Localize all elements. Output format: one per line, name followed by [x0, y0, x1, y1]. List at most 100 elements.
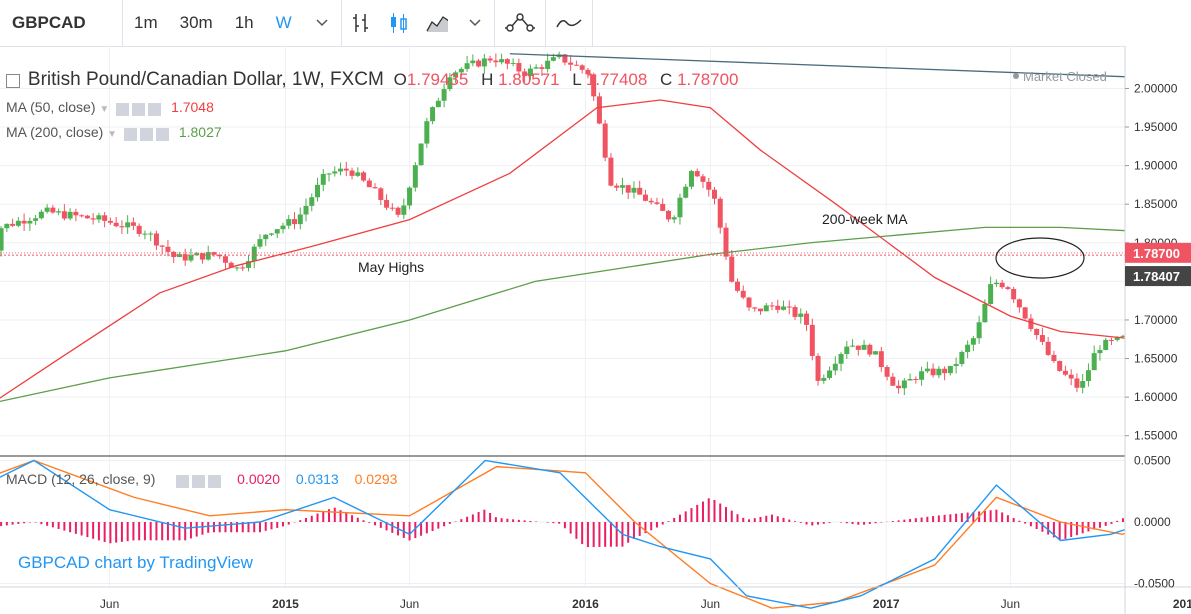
candle-body: [384, 199, 390, 208]
candle-body: [1062, 370, 1068, 375]
low-value: 1.77408: [585, 70, 648, 89]
candle-body: [758, 308, 764, 312]
gear-icon[interactable]: [139, 128, 153, 142]
candle-body: [706, 181, 712, 190]
collapse-icon[interactable]: [6, 74, 20, 89]
market-closed-label: Market Closed: [1023, 69, 1107, 84]
may-highs-annotation: May Highs: [358, 259, 424, 275]
close-icon[interactable]: [148, 103, 162, 117]
chevron-down-icon[interactable]: [456, 12, 494, 34]
bars-glyph: [352, 14, 368, 32]
candle-body: [1120, 335, 1126, 337]
eye-icon[interactable]: [116, 103, 130, 117]
candle-body: [930, 368, 936, 376]
tradingview-watermark[interactable]: GBPCAD chart by TradingView: [18, 553, 253, 572]
symbol-search[interactable]: GBPCAD: [12, 13, 86, 32]
area-glyph: [426, 16, 448, 32]
candle-body: [993, 282, 999, 285]
candle-body: [458, 68, 464, 73]
candle-body: [533, 67, 539, 69]
bars-chart-icon[interactable]: [342, 12, 380, 34]
close-icon[interactable]: [155, 128, 169, 142]
candle-body: [188, 255, 194, 261]
eye-icon[interactable]: [176, 475, 190, 489]
series-title: British Pound/Canadian Dollar, 1W, FXCM: [27, 69, 384, 90]
candle-body: [637, 187, 643, 195]
candle-body: [430, 107, 436, 122]
candle-body: [740, 290, 746, 298]
level-price-text: 1.78407: [1133, 269, 1180, 284]
candle-body: [625, 185, 631, 193]
candle-body: [786, 306, 792, 308]
macd-signal-value: 0.0293: [354, 471, 398, 487]
candle-body: [464, 63, 470, 69]
gear-icon[interactable]: [192, 475, 206, 489]
candle-body: [1097, 349, 1103, 354]
interval-1m[interactable]: 1m: [134, 13, 158, 32]
candle-body: [217, 254, 223, 257]
time-axis-tick: Jun: [701, 597, 720, 611]
ma50-legend[interactable]: MA (50, close) ▼ 1.7048: [6, 99, 214, 117]
candle-body: [355, 172, 361, 176]
candle-body: [527, 68, 533, 77]
candle-body: [1016, 299, 1022, 308]
candle-body: [562, 54, 568, 63]
candle-body: [573, 64, 579, 66]
interval-30m[interactable]: 30m: [179, 13, 213, 32]
candle-body: [171, 251, 177, 258]
candle-body: [176, 254, 182, 258]
price-chart[interactable]: 200-week MA May Highs Market Closed 2.00000…: [0, 46, 1191, 614]
candle-body: [642, 194, 648, 201]
candle-body: [56, 211, 62, 213]
eye-icon[interactable]: [123, 128, 137, 142]
candle-body: [453, 72, 459, 78]
price-axis-tick: 1.55000: [1134, 429, 1178, 443]
top-toolbar: GBPCAD 1m 30m 1h W: [0, 0, 1191, 47]
candle-body: [251, 246, 257, 262]
candle-body: [694, 171, 700, 177]
candle-body: [844, 346, 850, 355]
gear-icon[interactable]: [132, 103, 146, 117]
macd-controls: [173, 472, 222, 489]
candle-body: [752, 307, 758, 309]
candle-body: [1080, 381, 1086, 388]
candle-body: [21, 220, 27, 224]
candle-body: [965, 344, 971, 353]
candle-body: [148, 233, 154, 235]
candle-body: [44, 207, 50, 212]
candle-body: [959, 352, 965, 364]
area-chart-icon[interactable]: [418, 12, 456, 34]
candle-body: [901, 380, 907, 389]
candle-body: [61, 211, 67, 219]
indicators-icon[interactable]: [546, 12, 592, 34]
ma200-legend[interactable]: MA (200, close) ▼ 1.8027: [6, 124, 222, 142]
interval-1h[interactable]: 1h: [234, 13, 254, 32]
candle-body: [1103, 339, 1109, 350]
compare-icon[interactable]: [495, 12, 545, 34]
candle-body: [976, 322, 982, 339]
time-axis-tick: 2017: [873, 597, 900, 611]
interval-w[interactable]: W: [275, 13, 292, 32]
low-label: L: [572, 70, 582, 89]
candle-body: [67, 211, 73, 219]
candle-body: [723, 227, 729, 257]
candle-body: [268, 233, 274, 235]
chevron-down-icon[interactable]: [303, 12, 341, 34]
candle-body: [84, 215, 90, 219]
candle-body: [0, 228, 4, 251]
candle-body: [102, 215, 108, 221]
macd-legend[interactable]: MACD (12, 26, close, 9) 0.0020 0.0313 0.…: [6, 471, 398, 489]
candle-body: [763, 305, 769, 312]
candle-body: [499, 59, 505, 63]
macd-axis-tick: -0.0500: [1134, 577, 1175, 591]
level-price-badge: [1125, 266, 1191, 287]
close-icon[interactable]: [208, 475, 222, 489]
candles-chart-icon[interactable]: [380, 12, 418, 34]
candle-body: [683, 186, 689, 198]
candle-body: [585, 69, 591, 75]
candle-body: [378, 188, 384, 200]
candle-body: [809, 324, 815, 356]
candle-body: [942, 368, 948, 374]
candle-body: [303, 205, 309, 215]
candle-body: [107, 220, 113, 223]
